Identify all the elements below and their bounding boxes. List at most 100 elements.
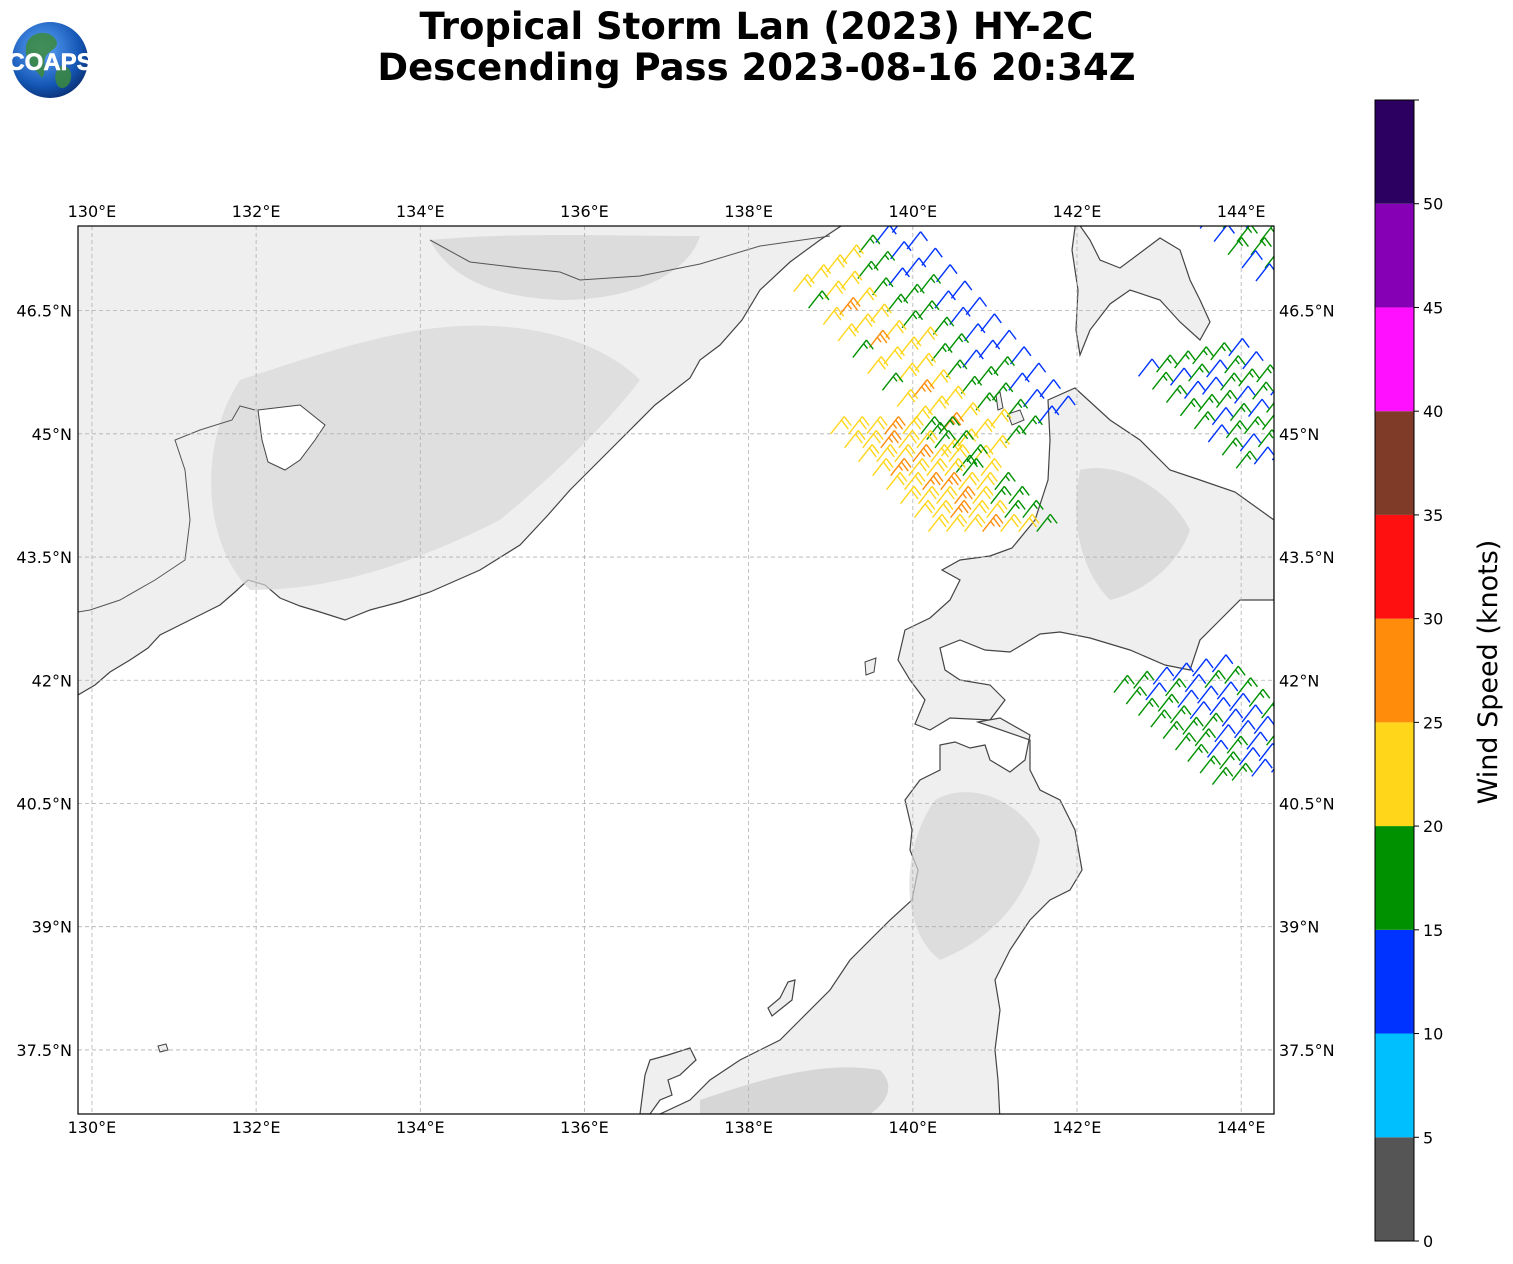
lat-tick-label-left: 37.5°N [16,1041,72,1060]
wind-barb [916,326,938,345]
wind-barb [963,513,986,533]
wind-barb [837,323,860,342]
lon-tick-label-bottom: 144°E [1217,1118,1266,1137]
wind-barb [927,395,950,414]
wind-barb [1197,685,1219,704]
wind-barb [1261,701,1274,719]
wind-barb [947,333,970,352]
wind-barb [881,372,904,391]
wind-barb [1165,678,1187,697]
wind-barb [1273,253,1274,255]
wind-barb [1221,437,1244,456]
wind-barb [1236,226,1258,243]
wind-barb [1152,666,1175,685]
wind-barb [908,457,930,477]
wind-barb [1229,692,1251,712]
wind-barb [934,430,956,449]
wind-barb [980,457,1002,477]
wind-barb [1172,662,1194,681]
wind-barb [904,257,927,276]
wind-barb [972,485,994,505]
wind-barb [949,306,971,326]
wind-barb [1018,513,1040,533]
lat-tick-label-left: 42°N [32,671,72,690]
wind-barb [1229,402,1252,422]
wind-barb [931,499,954,519]
wind-barb [853,313,876,332]
wind-barb [960,375,983,395]
wind-barb [839,296,861,316]
colorbar-bin [1375,618,1414,723]
wind-barb [857,260,879,280]
lat-tick-label-left: 43.5°N [16,548,72,567]
wind-barb [1188,363,1210,382]
lat-tick-label-right: 42°N [1279,671,1319,690]
lon-tick-label-bottom: 132°E [232,1118,281,1137]
wind-barb [976,471,998,491]
wind-barb [1023,388,1045,408]
wind-barb [930,443,952,463]
wind-barb [894,443,916,463]
wind-barb [1006,398,1029,418]
wind-barb [966,443,988,463]
map-frame [77,225,1275,1115]
border-line [429,235,831,281]
wind-barb [896,388,919,408]
wind-barb [891,226,899,234]
wind-barb [975,392,997,411]
wind-barb [1271,456,1274,461]
wind-barb [855,287,878,306]
colorbar-bin [1375,826,1414,930]
wind-barb [1037,405,1060,424]
wind-barb [1214,724,1236,743]
wind-barb [1170,367,1192,386]
wind-barb [958,471,980,491]
wind-barb [1211,654,1234,673]
colorbar-tick-label: 50 [1423,195,1443,214]
wind-barb [965,296,988,316]
wind-barb [1248,688,1271,707]
wind-barb [842,244,864,263]
wind-barb [962,349,984,368]
wind-barb [945,513,968,533]
lake-khanka [257,404,326,471]
wind-barb [927,513,950,533]
wind-barb [1133,670,1155,689]
colorbar-bin [1375,1137,1414,1241]
wind-barb [1184,674,1207,693]
wind-barb [1219,751,1241,770]
wind-barb [1238,747,1261,766]
wind-barb [1206,359,1228,378]
wind-barb [914,352,937,372]
coaps-logo: COAPS [10,22,90,98]
wind-barb [884,416,906,435]
lat-tick-label-left: 40.5°N [16,794,72,813]
lon-tick-label-top: 136°E [560,202,609,221]
wind-barb [1009,346,1032,365]
wind-barb [1209,697,1231,716]
wind-barb [824,280,846,299]
wind-barb [926,457,948,477]
sado-island [767,979,796,1017]
wind-barb [938,416,961,435]
wind-barb [1156,354,1178,373]
wind-barb [1024,362,1047,381]
wind-barb [1251,758,1273,777]
colorbar-bin [1375,100,1414,204]
wind-barb [944,457,966,477]
wind-barb [1239,433,1262,452]
wind-barb [918,485,940,505]
wind-barb [1210,342,1232,361]
wind-barb [921,247,943,266]
wind-barb [898,430,920,449]
wind-barb [873,250,896,270]
wind-barb [848,416,870,435]
wind-barb [1226,735,1249,754]
wind-barb [1224,355,1246,374]
wind-barb [931,342,953,362]
lon-tick-label-bottom: 130°E [68,1118,117,1137]
wind-barb [872,277,894,296]
lat-tick-label-right: 46.5°N [1279,302,1335,321]
axis-labels: 130°E 130°E 132°E 132°E 134°E 134°E 136°E 136°E… [16,202,1334,1137]
